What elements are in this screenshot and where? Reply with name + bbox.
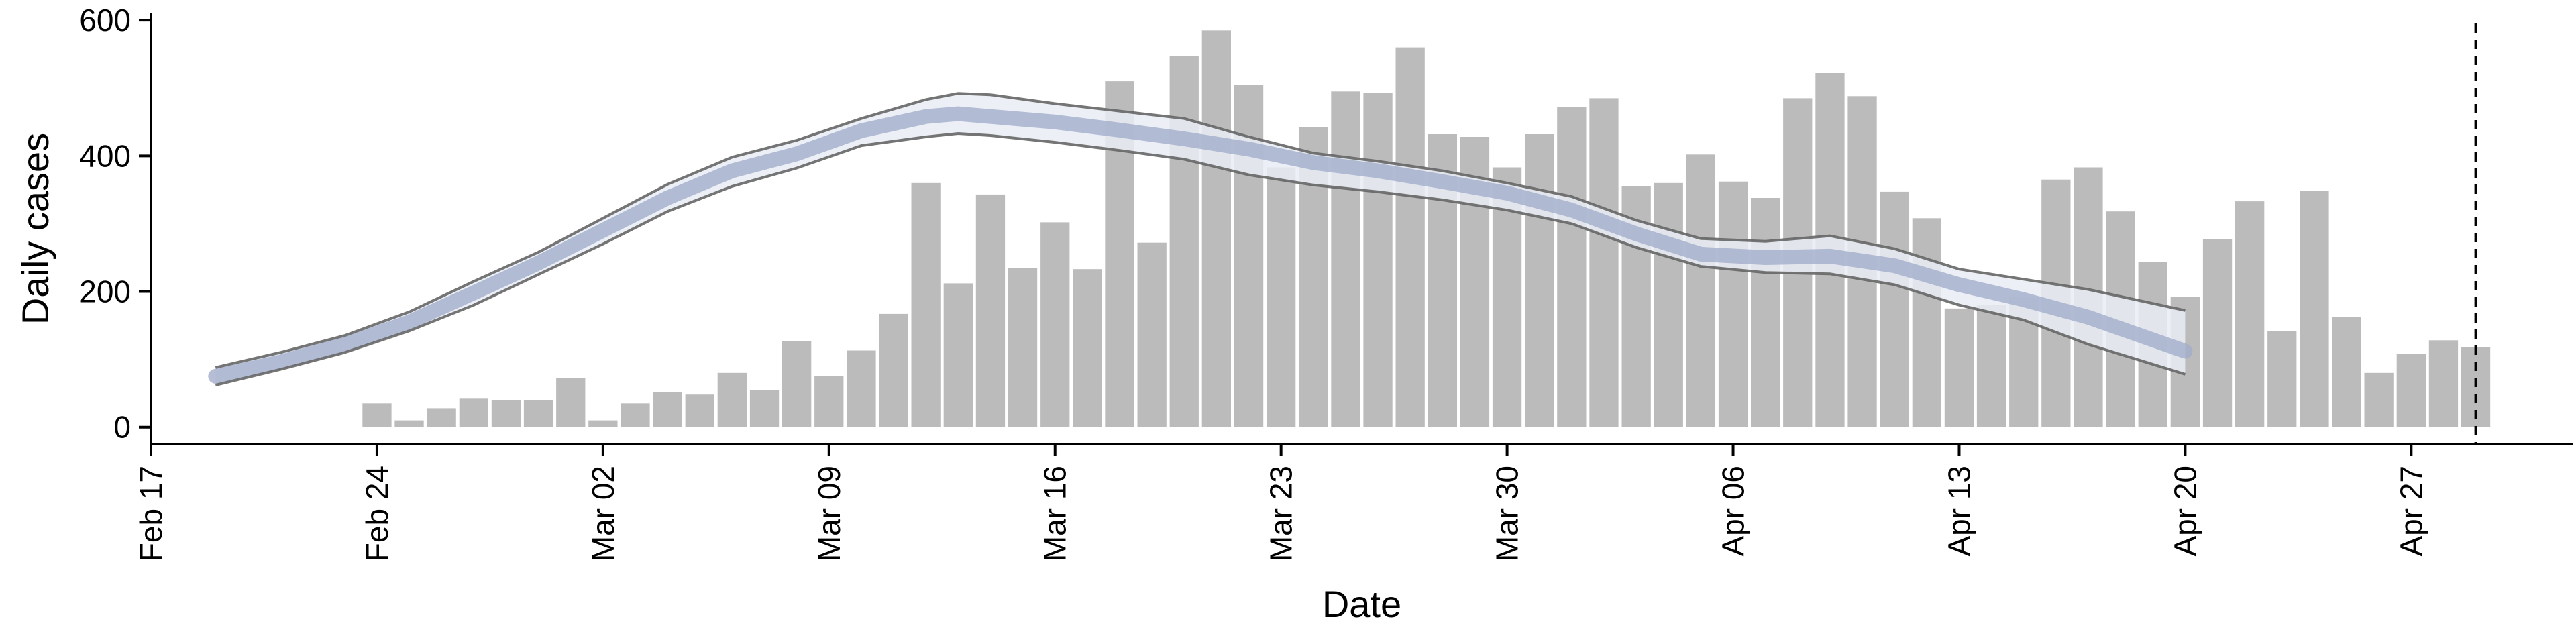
bar-2020-03-09 [814, 376, 844, 427]
bar-2020-03-15 [1008, 268, 1038, 427]
bars-layer [362, 30, 2491, 427]
x-tick-label: Feb 24 [360, 466, 394, 561]
bar-2020-03-04 [653, 392, 682, 427]
model-layer [208, 92, 2193, 386]
bar-2020-03-13 [943, 283, 973, 427]
bar-2020-03-21 [1201, 30, 1231, 427]
bar-2020-04-25 [2332, 317, 2361, 427]
bar-2020-04-28 [2428, 340, 2459, 427]
bar-2020-03-02 [588, 420, 618, 427]
bar-2020-04-24 [2300, 191, 2329, 427]
x-axis-title: Date [1322, 583, 1401, 625]
x-tick-label: Apr 13 [1942, 466, 1977, 557]
y-tick-label: 600 [79, 3, 131, 38]
bar-2020-04-07 [1751, 198, 1780, 427]
bar-2020-03-16 [1040, 222, 1070, 427]
y-axis-title: Daily cases [14, 133, 56, 325]
x-tick-label: Apr 20 [2167, 466, 2202, 557]
bar-2020-04-13 [1944, 308, 1974, 427]
bar-2020-04-04 [1654, 182, 1683, 427]
bar-2020-03-10 [847, 350, 876, 427]
bar-2020-04-14 [1976, 305, 2006, 427]
bar-2020-03-08 [782, 341, 812, 427]
bar-2020-04-05 [1686, 154, 1715, 427]
bar-2020-04-26 [2364, 372, 2394, 427]
bar-2020-03-19 [1137, 242, 1167, 427]
bar-2020-04-06 [1718, 181, 1748, 427]
bar-2020-03-03 [621, 403, 650, 427]
bar-2020-03-06 [717, 372, 747, 427]
bar-2020-03-17 [1073, 269, 1102, 427]
x-ticks: Feb 17 Feb 24 Mar 02 Mar 09 Mar 16 Mar 23 Mar … [133, 444, 2428, 561]
bar-2020-03-14 [975, 194, 1006, 427]
bar-2020-04-22 [2235, 201, 2265, 427]
model-upper-line [215, 92, 2186, 369]
y-ticks: 0 200 400 600 [79, 3, 151, 445]
bar-2020-03-27 [1395, 47, 1425, 427]
bar-2020-04-27 [2396, 354, 2426, 427]
bar-2020-04-11 [1880, 191, 1909, 427]
x-tick-label: Mar 09 [812, 466, 847, 561]
bar-2020-02-25 [394, 420, 424, 427]
model-median-line [208, 106, 2193, 384]
y-tick-label: 400 [79, 138, 131, 173]
bar-2020-03-20 [1169, 56, 1199, 427]
bar-2020-03-26 [1363, 93, 1393, 427]
bar-2020-03-05 [685, 394, 714, 427]
x-tick-label: Apr 06 [1716, 466, 1751, 557]
model-lower-line [215, 131, 2186, 386]
bar-2020-04-12 [1912, 218, 1941, 427]
bar-2020-02-27 [459, 398, 488, 427]
bar-2020-04-01 [1557, 107, 1587, 427]
bar-2020-03-11 [879, 313, 908, 427]
bar-2020-02-28 [491, 400, 521, 427]
bar-2020-03-23 [1267, 167, 1296, 427]
bar-2020-04-02 [1589, 98, 1619, 427]
x-tick-label: Mar 02 [586, 466, 621, 561]
axes-layer [150, 13, 2573, 445]
bar-2020-02-29 [523, 400, 553, 427]
bar-2020-04-23 [2267, 331, 2297, 427]
bar-2020-03-07 [749, 390, 780, 427]
x-tick-label: Apr 27 [2394, 466, 2428, 557]
bar-2020-02-24 [362, 403, 392, 427]
bar-2020-02-26 [427, 408, 456, 427]
x-tick-label: Feb 17 [133, 466, 168, 561]
x-tick-label: Mar 16 [1038, 466, 1073, 561]
x-tick-label: Mar 23 [1264, 466, 1299, 561]
bar-2020-03-12 [911, 182, 941, 427]
x-tick-label: Mar 30 [1490, 466, 1525, 561]
bar-2020-03-31 [1525, 134, 1554, 427]
y-tick-label: 200 [79, 274, 131, 309]
y-tick-label: 0 [113, 410, 131, 445]
bar-2020-03-25 [1331, 91, 1360, 427]
bar-2020-04-21 [2202, 239, 2233, 427]
bar-2020-03-01 [556, 378, 586, 427]
